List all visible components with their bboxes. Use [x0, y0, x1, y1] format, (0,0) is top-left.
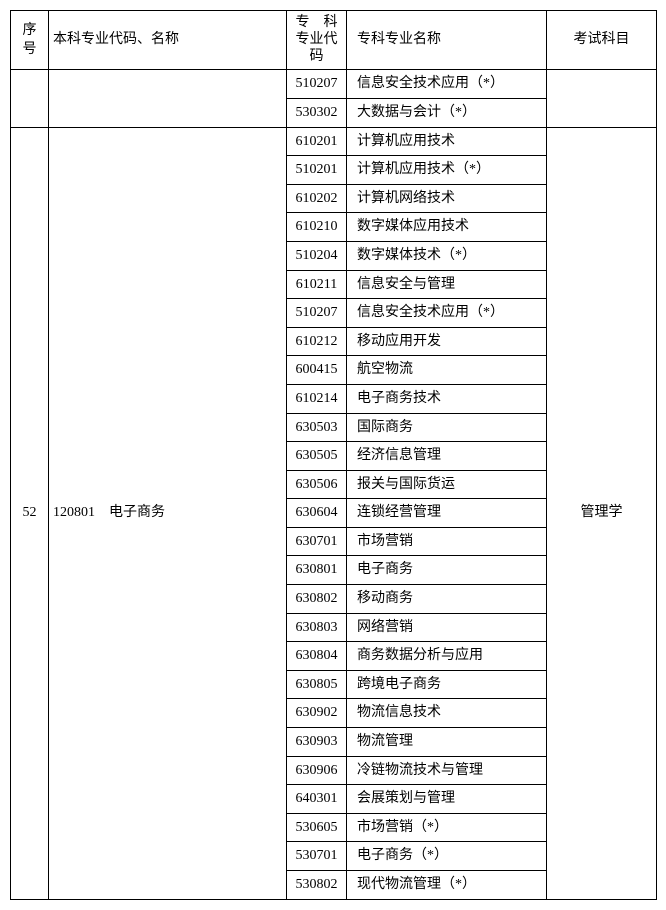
major-cell: 信息安全技术应用（*） — [347, 299, 547, 328]
major-cell: 网络营销 — [347, 613, 547, 642]
code-cell: 530605 — [287, 813, 347, 842]
major-cell: 计算机应用技术（*） — [347, 156, 547, 185]
code-cell: 610210 — [287, 213, 347, 242]
code-cell: 530802 — [287, 871, 347, 900]
code-cell: 610214 — [287, 384, 347, 413]
table-row: 52120801 电子商务610201计算机应用技术管理学 — [11, 127, 657, 156]
header-code: 专 科 专业代码 — [287, 11, 347, 70]
table-body: 510207信息安全技术应用（*）530302大数据与会计（*）52120801… — [11, 70, 657, 899]
major-cell: 物流管理 — [347, 728, 547, 757]
code-cell: 630902 — [287, 699, 347, 728]
major-cell: 报关与国际货运 — [347, 470, 547, 499]
header-exam: 考试科目 — [547, 11, 657, 70]
major-cell: 经济信息管理 — [347, 442, 547, 471]
exam-cell-empty — [547, 70, 657, 127]
major-cell: 会展策划与管理 — [347, 785, 547, 814]
code-cell: 630903 — [287, 728, 347, 757]
majors-table: 序号 本科专业代码、名称 专 科 专业代码 专科专业名称 考试科目 510207… — [10, 10, 657, 900]
code-cell: 630805 — [287, 670, 347, 699]
header-bachelor: 本科专业代码、名称 — [49, 11, 287, 70]
code-cell: 510207 — [287, 299, 347, 328]
major-cell: 计算机网络技术 — [347, 184, 547, 213]
major-cell: 移动应用开发 — [347, 327, 547, 356]
header-seq: 序号 — [11, 11, 49, 70]
major-cell: 冷链物流技术与管理 — [347, 756, 547, 785]
code-cell: 610211 — [287, 270, 347, 299]
header-code-line2: 专业代码 — [296, 32, 338, 64]
major-cell: 信息安全技术应用（*） — [347, 70, 547, 99]
major-cell: 市场营销（*） — [347, 813, 547, 842]
code-cell: 630801 — [287, 556, 347, 585]
table-header: 序号 本科专业代码、名称 专 科 专业代码 专科专业名称 考试科目 — [11, 11, 657, 70]
major-cell: 物流信息技术 — [347, 699, 547, 728]
code-cell: 610212 — [287, 327, 347, 356]
major-cell: 大数据与会计（*） — [347, 98, 547, 127]
exam-cell: 管理学 — [547, 127, 657, 899]
header-code-line1: 专 科 — [296, 15, 338, 30]
major-cell: 国际商务 — [347, 413, 547, 442]
major-cell: 信息安全与管理 — [347, 270, 547, 299]
major-cell: 航空物流 — [347, 356, 547, 385]
code-cell: 600415 — [287, 356, 347, 385]
major-cell: 电子商务技术 — [347, 384, 547, 413]
code-cell: 630505 — [287, 442, 347, 471]
code-cell: 630604 — [287, 499, 347, 528]
code-cell: 610201 — [287, 127, 347, 156]
major-cell: 移动商务 — [347, 585, 547, 614]
code-cell: 630804 — [287, 642, 347, 671]
code-cell: 630503 — [287, 413, 347, 442]
major-cell: 跨境电子商务 — [347, 670, 547, 699]
code-cell: 630802 — [287, 585, 347, 614]
code-cell: 510201 — [287, 156, 347, 185]
code-cell: 630803 — [287, 613, 347, 642]
major-cell: 商务数据分析与应用 — [347, 642, 547, 671]
code-cell: 640301 — [287, 785, 347, 814]
major-cell: 电子商务（*） — [347, 842, 547, 871]
code-cell: 510204 — [287, 241, 347, 270]
major-cell: 数字媒体应用技术 — [347, 213, 547, 242]
code-cell: 530302 — [287, 98, 347, 127]
code-cell: 630906 — [287, 756, 347, 785]
code-cell: 630701 — [287, 527, 347, 556]
major-cell: 现代物流管理（*） — [347, 871, 547, 900]
major-cell: 数字媒体技术（*） — [347, 241, 547, 270]
code-cell: 530701 — [287, 842, 347, 871]
seq-cell-empty — [11, 70, 49, 127]
major-cell: 计算机应用技术 — [347, 127, 547, 156]
bachelor-cell: 120801 电子商务 — [49, 127, 287, 899]
code-cell: 610202 — [287, 184, 347, 213]
major-cell: 连锁经营管理 — [347, 499, 547, 528]
seq-cell: 52 — [11, 127, 49, 899]
code-cell: 510207 — [287, 70, 347, 99]
header-major: 专科专业名称 — [347, 11, 547, 70]
major-cell: 市场营销 — [347, 527, 547, 556]
header-row: 序号 本科专业代码、名称 专 科 专业代码 专科专业名称 考试科目 — [11, 11, 657, 70]
major-cell: 电子商务 — [347, 556, 547, 585]
bachelor-cell-empty — [49, 70, 287, 127]
code-cell: 630506 — [287, 470, 347, 499]
table-row: 510207信息安全技术应用（*） — [11, 70, 657, 99]
